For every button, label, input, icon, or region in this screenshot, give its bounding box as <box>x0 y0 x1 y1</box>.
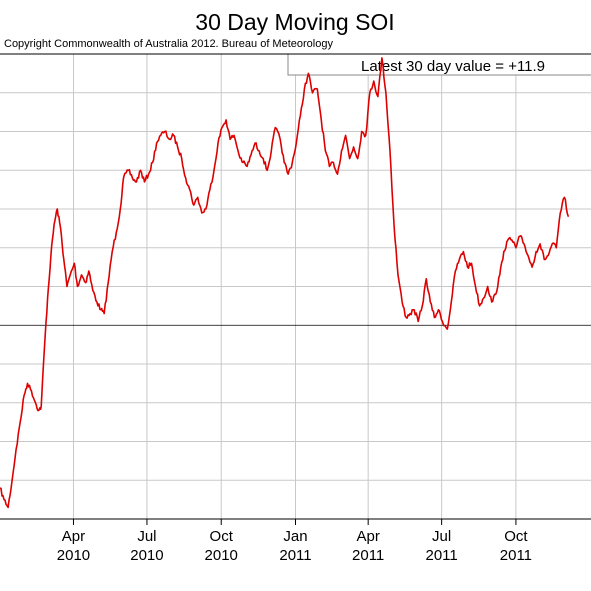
x-tick-month-label: Jul <box>432 528 451 545</box>
x-tick-month-label: Jan <box>283 528 307 545</box>
x-tick-month-label: Oct <box>210 528 234 545</box>
copyright-note: Copyright Commonwealth of Australia 2012… <box>4 38 333 50</box>
x-axis-ticks: Apr 2010 Jul 2010 Oct 2010 Jan 2011 Apr 2011 Jul 20… <box>57 519 532 564</box>
x-tick-month-label: Apr <box>62 528 85 545</box>
latest-value-label: Latest 30 day value = +11.9 <box>361 58 545 75</box>
x-tick-month-label: Apr <box>356 528 379 545</box>
x-tick-year-label: 2011 <box>352 547 384 564</box>
x-tick-month-label: Jul <box>137 528 156 545</box>
soi-series-line <box>0 57 570 509</box>
x-tick-month-label: Oct <box>504 528 528 545</box>
x-tick-year-label: 2011 <box>500 547 532 564</box>
gridlines <box>0 54 591 520</box>
x-tick-year-label: 2010 <box>57 547 90 564</box>
x-tick-year-label: 2010 <box>130 547 163 564</box>
x-tick-year-label: 2011 <box>279 547 311 564</box>
chart-title: 30 Day Moving SOI <box>195 9 394 35</box>
x-tick-year-label: 2010 <box>205 547 238 564</box>
x-tick-year-label: 2011 <box>426 547 458 564</box>
